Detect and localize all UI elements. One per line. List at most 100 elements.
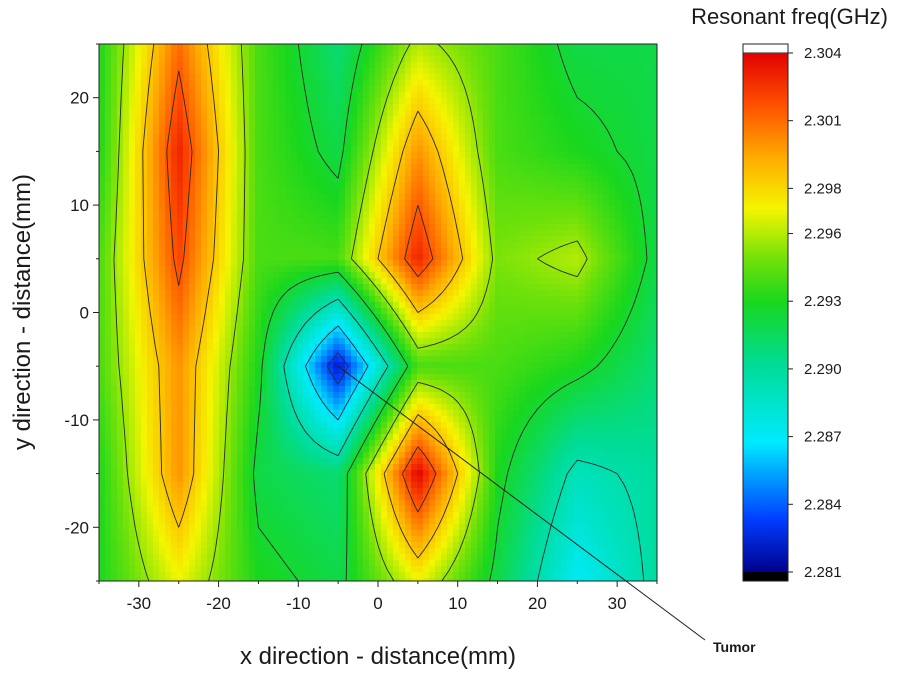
heatmap-cell <box>327 404 334 411</box>
heatmap-cell <box>345 386 352 393</box>
heatmap-cell <box>357 488 364 495</box>
heatmap-cell <box>411 170 418 177</box>
heatmap-cell <box>411 260 418 267</box>
heatmap-cell <box>381 158 388 165</box>
heatmap-cell <box>393 218 400 225</box>
heatmap-cell <box>417 242 424 249</box>
heatmap-cell <box>411 326 418 333</box>
heatmap-cell <box>99 86 106 93</box>
heatmap-cell <box>423 350 430 357</box>
heatmap-cell <box>171 224 178 231</box>
heatmap-cell <box>273 482 280 489</box>
heatmap-cell <box>273 470 280 477</box>
heatmap-cell <box>411 320 418 327</box>
heatmap-cell <box>135 110 142 117</box>
heatmap-cell <box>231 164 238 171</box>
heatmap-cell <box>225 182 232 189</box>
heatmap-cell <box>345 188 352 195</box>
heatmap-cell <box>123 80 130 87</box>
heatmap-cell <box>243 62 250 69</box>
heatmap-cell <box>291 302 298 309</box>
heatmap-cell <box>135 548 142 555</box>
heatmap-cell <box>357 512 364 519</box>
heatmap-cell <box>183 518 190 525</box>
heatmap-cell <box>303 230 310 237</box>
heatmap-cell <box>327 572 334 579</box>
heatmap-cell <box>159 350 166 357</box>
heatmap-cell <box>201 110 208 117</box>
heatmap-cell <box>129 578 136 581</box>
heatmap-cell <box>375 170 382 177</box>
heatmap-cell <box>267 482 274 489</box>
heatmap-cell <box>363 392 370 399</box>
heatmap-cell <box>345 284 352 291</box>
heatmap-cell <box>369 254 376 261</box>
heatmap-cell <box>393 572 400 579</box>
heatmap-cell <box>111 326 118 333</box>
heatmap-cell <box>171 200 178 207</box>
heatmap-cell <box>219 296 226 303</box>
heatmap-cell <box>357 218 364 225</box>
heatmap-cell <box>417 236 424 243</box>
heatmap-cell <box>393 200 400 207</box>
heatmap-cell <box>105 92 112 99</box>
heatmap-cell <box>189 332 196 339</box>
heatmap-cell <box>291 548 298 555</box>
heatmap-cell <box>381 206 388 213</box>
heatmap-cell <box>207 566 214 573</box>
heatmap-cell <box>327 566 334 573</box>
heatmap-cell <box>345 86 352 93</box>
heatmap-cell <box>327 182 334 189</box>
heatmap-cell <box>351 290 358 297</box>
heatmap-cell <box>165 212 172 219</box>
heatmap-cell <box>411 110 418 117</box>
heatmap-cell <box>309 494 316 501</box>
heatmap-cell <box>153 446 160 453</box>
heatmap-cell <box>411 140 418 147</box>
heatmap-cell <box>261 410 268 417</box>
heatmap-cell <box>351 50 358 57</box>
heatmap-cell <box>393 434 400 441</box>
heatmap-cell <box>357 224 364 231</box>
heatmap-cell <box>393 536 400 543</box>
heatmap-cell <box>123 506 130 513</box>
heatmap-cell <box>327 74 334 81</box>
heatmap-cell <box>321 368 328 375</box>
heatmap-cell <box>105 410 112 417</box>
heatmap-cell <box>297 422 304 429</box>
heatmap-cell <box>267 254 274 261</box>
heatmap-cell <box>249 122 256 129</box>
heatmap-cell <box>135 248 142 255</box>
heatmap-cell <box>267 212 274 219</box>
heatmap-cell <box>375 104 382 111</box>
heatmap-cell <box>237 428 244 435</box>
heatmap-cell <box>165 140 172 147</box>
heatmap-cell <box>99 98 106 105</box>
heatmap-cell <box>201 290 208 297</box>
heatmap-cell <box>135 134 142 141</box>
heatmap-cell <box>243 386 250 393</box>
heatmap-cell <box>309 56 316 63</box>
heatmap-cell <box>411 386 418 393</box>
heatmap-cell <box>279 56 286 63</box>
heatmap-cell <box>159 182 166 189</box>
heatmap-cell <box>189 116 196 123</box>
heatmap-cell <box>381 98 388 105</box>
heatmap-cell <box>429 92 436 99</box>
heatmap-cell <box>423 464 430 471</box>
heatmap-cell <box>387 122 394 129</box>
heatmap-cell <box>297 542 304 549</box>
heatmap-cell <box>249 506 256 513</box>
heatmap-cell <box>165 272 172 279</box>
heatmap-cell <box>231 380 238 387</box>
heatmap-cell <box>243 272 250 279</box>
heatmap-cell <box>291 428 298 435</box>
heatmap-cell <box>165 404 172 411</box>
heatmap-cell <box>411 176 418 183</box>
heatmap-cell <box>123 518 130 525</box>
heatmap-cell <box>393 266 400 273</box>
heatmap-cell <box>333 248 340 255</box>
heatmap-cell <box>183 296 190 303</box>
heatmap-cell <box>255 320 262 327</box>
heatmap-cell <box>285 332 292 339</box>
